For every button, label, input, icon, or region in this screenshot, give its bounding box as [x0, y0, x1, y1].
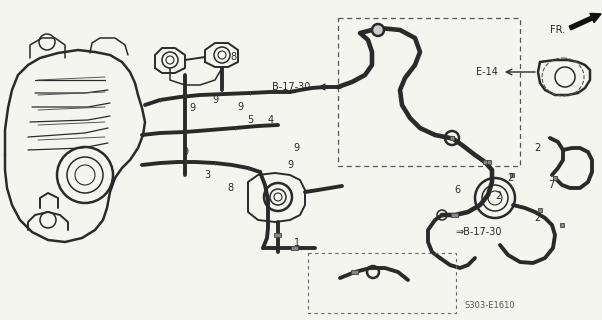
Bar: [291, 246, 299, 250]
Bar: [553, 176, 557, 180]
Bar: [338, 18, 520, 166]
Bar: [510, 173, 514, 177]
Bar: [560, 223, 563, 227]
FancyArrow shape: [569, 13, 601, 30]
Text: 2: 2: [495, 191, 501, 201]
Text: B-17-30: B-17-30: [272, 82, 310, 92]
Text: FR.: FR.: [550, 25, 565, 35]
Text: 8: 8: [230, 52, 236, 62]
Text: 1: 1: [294, 238, 300, 248]
Text: 9: 9: [287, 160, 293, 170]
Text: 9: 9: [212, 95, 218, 105]
Text: 5: 5: [247, 115, 253, 125]
Text: S303-E1610: S303-E1610: [465, 300, 515, 309]
Bar: [538, 208, 542, 212]
Bar: [275, 233, 282, 237]
Text: 2: 2: [534, 213, 540, 223]
Bar: [452, 213, 459, 217]
Bar: [450, 136, 454, 140]
Text: 4: 4: [268, 115, 274, 125]
Text: 6: 6: [454, 185, 460, 195]
Text: 9: 9: [293, 143, 299, 153]
Text: 2: 2: [534, 143, 540, 153]
Text: 9: 9: [189, 103, 195, 113]
Circle shape: [372, 24, 384, 36]
Bar: [308, 253, 456, 313]
Text: E-14: E-14: [476, 67, 498, 77]
Text: ⇒B-17-30: ⇒B-17-30: [455, 227, 501, 237]
Text: 2: 2: [507, 173, 513, 183]
Text: 8: 8: [227, 183, 233, 193]
Bar: [483, 160, 487, 164]
Text: 9: 9: [237, 102, 243, 112]
Text: 3: 3: [204, 170, 210, 180]
Text: 9: 9: [182, 147, 188, 157]
Bar: [352, 270, 359, 274]
Bar: [485, 160, 491, 164]
Text: 7: 7: [548, 180, 554, 190]
